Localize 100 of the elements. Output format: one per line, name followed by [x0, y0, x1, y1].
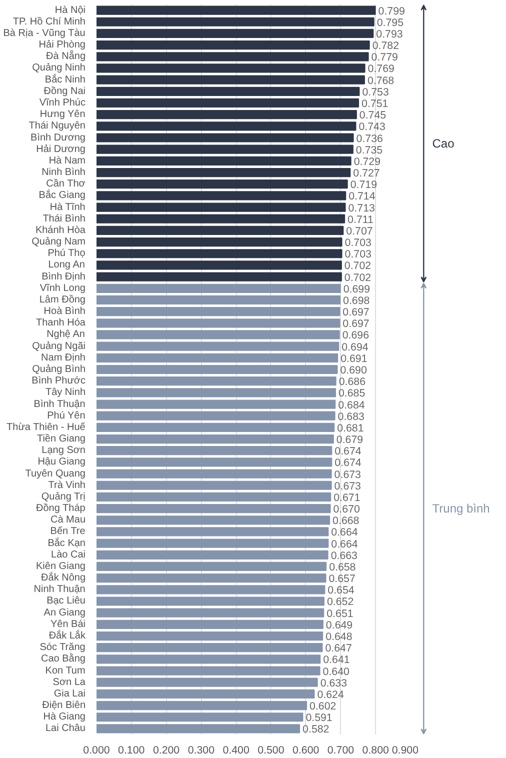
bar [96, 574, 326, 583]
y-tick-label: Quảng Ninh [32, 62, 86, 74]
bar [96, 64, 366, 73]
y-tick-label: Bình Thuận [34, 398, 86, 410]
y-tick-label: Đồng Tháp [36, 503, 86, 514]
data-label: 0.690 [340, 364, 367, 376]
data-label: 0.647 [325, 642, 352, 655]
data-label: 0.769 [368, 63, 395, 76]
bar [96, 458, 332, 467]
bar [96, 434, 334, 444]
bar [96, 620, 324, 629]
bar [96, 342, 340, 351]
data-label: 0.703 [344, 248, 372, 261]
text: Cao [432, 136, 455, 151]
y-tick-label: Khánh Hòa [35, 224, 86, 236]
y-tick-label: Lâm Đồng [39, 294, 86, 306]
data-label: 0.679 [336, 434, 364, 446]
y-tick-label: Phú Thọ [48, 248, 86, 260]
data-label: 0.782 [372, 40, 400, 52]
bar [96, 446, 332, 456]
data-label: 0.795 [376, 16, 404, 29]
data-label: 0.671 [334, 492, 360, 504]
data-label: 0.699 [343, 283, 370, 296]
bar [96, 562, 327, 572]
y-tick-label: Hải Dương [36, 144, 86, 155]
y-tick-label: Đồng Nai [44, 86, 86, 97]
bar [96, 689, 315, 698]
data-label: 0.602 [310, 700, 336, 713]
data-label: 0.664 [331, 538, 358, 550]
data-label: 0.640 [322, 666, 350, 678]
data-label: 0.674 [334, 457, 362, 470]
data-label: 0.702 [344, 272, 372, 284]
bar [96, 422, 335, 432]
data-label: 0.713 [348, 202, 375, 214]
x-tick-label: 0.700 [327, 744, 354, 756]
y-tick-label: Hưng Yên [40, 109, 86, 120]
data-label: 0.685 [338, 388, 366, 400]
data-label: 0.664 [331, 526, 358, 539]
data-label: 0.753 [362, 86, 389, 98]
y-tick-label: Hà Nam [48, 155, 86, 166]
y-tick-label: Nghệ An [46, 329, 85, 340]
bar [96, 214, 346, 224]
x-tick-label: 0.800 [362, 744, 390, 756]
x-tick-label: 0.900 [392, 744, 419, 756]
y-tick-label: Quảng Trị [41, 491, 86, 502]
bar [96, 666, 320, 676]
bar [96, 388, 336, 398]
data-label: 0.591 [306, 712, 332, 724]
data-label: 0.633 [320, 677, 348, 690]
data-label: 0.648 [326, 631, 352, 644]
data-label: 0.582 [302, 724, 330, 736]
bar [96, 226, 344, 236]
data-label: 0.711 [348, 214, 374, 226]
y-tick-label: Vĩnh Long [40, 282, 86, 294]
data-label: 0.624 [317, 688, 344, 701]
data-label: 0.686 [338, 376, 366, 388]
data-label: 0.654 [328, 584, 354, 597]
bar [96, 643, 323, 652]
bar [96, 40, 370, 50]
bar [96, 180, 348, 189]
bar [96, 75, 365, 84]
bar [96, 353, 338, 362]
x-tick-label: 0.500 [258, 744, 284, 756]
data-label: 0.751 [362, 98, 388, 110]
bar [96, 98, 360, 108]
y-tick-label: Nam Định [41, 352, 86, 364]
bar [96, 28, 374, 38]
y-tick-label: Đắk Nông [41, 572, 86, 584]
y-tick-label: Lạng Sơn [42, 445, 86, 456]
bar [96, 284, 341, 293]
y-tick-label: Hà Giang [43, 712, 86, 723]
bar [96, 411, 336, 420]
data-label: 0.698 [343, 294, 370, 307]
bar [96, 504, 331, 514]
data-label: 0.641 [323, 654, 350, 666]
data-label: 0.735 [356, 144, 383, 156]
y-tick-label: Kon Tum [45, 665, 86, 676]
data-label: 0.703 [344, 237, 372, 250]
bar [96, 538, 329, 548]
bar [96, 480, 332, 490]
y-tick-label: Thanh Hóa [36, 318, 86, 329]
y-tick-label: Tuyên Quang [25, 468, 86, 480]
data-label: 0.779 [371, 52, 398, 64]
y-tick-label: Quảng Ngãi [32, 340, 86, 352]
bar [96, 156, 352, 166]
bar [96, 550, 328, 560]
y-tick-label: Quảng Bình [32, 364, 86, 375]
y-tick-label: Bến Tre [50, 526, 86, 538]
y-tick-label: Đắk Lắk [48, 630, 86, 642]
data-label: 0.652 [326, 596, 354, 608]
bar [96, 700, 308, 710]
y-tick-label: Gia Lai [54, 688, 86, 700]
y-tick-label: Tiền Giang [36, 434, 86, 445]
y-tick-label: Bình Định [42, 271, 86, 282]
bar [96, 191, 346, 200]
data-label: 0.663 [330, 550, 358, 562]
y-tick-label: Lai Châu [45, 723, 86, 734]
data-label: 0.681 [337, 422, 364, 434]
bar [96, 678, 318, 687]
y-tick-label: Thừa Thiên - Huế [6, 422, 86, 433]
